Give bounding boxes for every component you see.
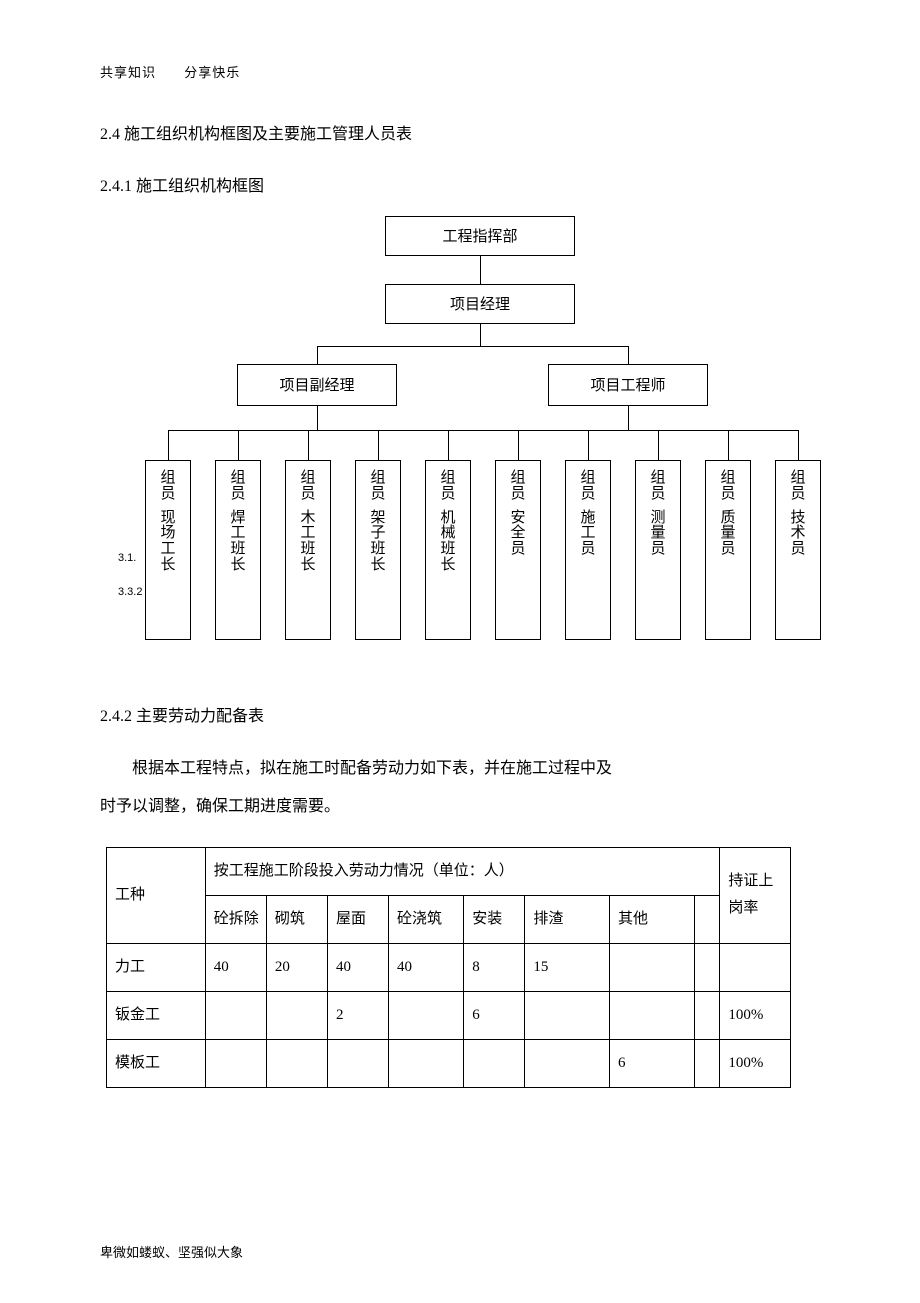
header-left: 共享知识 xyxy=(100,65,156,80)
td-cell: 15 xyxy=(525,943,610,991)
td-rate xyxy=(720,943,791,991)
paragraph-line1: 根据本工程特点，拟在施工时配备劳动力如下表，并在施工过程中及 xyxy=(100,750,820,788)
td-cell xyxy=(609,943,694,991)
org-leaf: 组员机械班长 xyxy=(425,460,471,640)
td-name: 钣金工 xyxy=(107,991,206,1039)
th-col: 砼拆除 xyxy=(205,895,266,943)
org-leaf: 组员木工班长 xyxy=(285,460,331,640)
org-line xyxy=(588,430,589,460)
org-line xyxy=(317,346,628,347)
td-cell xyxy=(694,943,720,991)
table-body: 力工40204040815钣金工26100%模板工6100% xyxy=(107,943,791,1087)
td-cell: 8 xyxy=(464,943,525,991)
org-leaf: 组员焊工班长 xyxy=(215,460,261,640)
org-line xyxy=(628,346,629,364)
table-header-row-2: 砼拆除砌筑屋面砼浇筑安装排渣其他 xyxy=(107,895,791,943)
page-header: 共享知识 分享快乐 xyxy=(100,62,240,81)
td-cell xyxy=(609,991,694,1039)
labor-table: 工种 按工程施工阶段投入劳动力情况（单位：人） 持证上岗率 砼拆除砌筑屋面砼浇筑… xyxy=(106,847,791,1088)
td-rate: 100% xyxy=(720,1039,791,1087)
org-leaf: 组员施工员 xyxy=(565,460,611,640)
side-number: 3.3.2 xyxy=(118,586,142,598)
td-cell xyxy=(525,1039,610,1087)
td-cell: 40 xyxy=(389,943,464,991)
td-cell xyxy=(266,991,327,1039)
td-rate: 100% xyxy=(720,991,791,1039)
org-line xyxy=(317,406,318,430)
header-right: 分享快乐 xyxy=(184,65,240,80)
th-rate: 持证上岗率 xyxy=(720,847,791,943)
th-col xyxy=(694,895,720,943)
org-line xyxy=(658,430,659,460)
td-cell xyxy=(464,1039,525,1087)
heading-2-4: 2.4 施工组织机构框图及主要施工管理人员表 xyxy=(100,120,820,144)
th-col: 屋面 xyxy=(327,895,388,943)
org-line xyxy=(728,430,729,460)
org-line xyxy=(480,324,481,346)
org-line xyxy=(628,406,629,430)
org-deputy: 项目副经理 xyxy=(237,364,397,406)
td-cell xyxy=(205,1039,266,1087)
org-line xyxy=(308,430,309,460)
org-line xyxy=(238,430,239,460)
td-cell xyxy=(205,991,266,1039)
td-cell xyxy=(694,991,720,1039)
th-job: 工种 xyxy=(107,847,206,943)
org-leaf: 组员架子班长 xyxy=(355,460,401,640)
td-name: 力工 xyxy=(107,943,206,991)
td-cell xyxy=(389,991,464,1039)
table-row: 模板工 6 100% xyxy=(107,1039,791,1087)
td-cell: 40 xyxy=(327,943,388,991)
th-col: 其他 xyxy=(609,895,694,943)
side-number: 3.1. xyxy=(118,552,136,564)
org-engineer: 项目工程师 xyxy=(548,364,708,406)
th-col: 排渣 xyxy=(525,895,610,943)
paragraph-line2: 时予以调整，确保工期进度需要。 xyxy=(100,788,820,826)
org-line xyxy=(378,430,379,460)
org-line xyxy=(480,256,481,284)
th-col: 砼浇筑 xyxy=(389,895,464,943)
td-cell xyxy=(694,1039,720,1087)
org-line xyxy=(168,430,798,431)
td-cell xyxy=(266,1039,327,1087)
org-leaf: 组员现场工长 xyxy=(145,460,191,640)
th-span: 按工程施工阶段投入劳动力情况（单位：人） xyxy=(205,847,720,895)
page: 共享知识 分享快乐 2.4 施工组织机构框图及主要施工管理人员表 2.4.1 施… xyxy=(0,0,920,1303)
th-col: 安装 xyxy=(464,895,525,943)
td-name: 模板工 xyxy=(107,1039,206,1087)
td-cell: 40 xyxy=(205,943,266,991)
heading-2-4-2: 2.4.2 主要劳动力配备表 xyxy=(100,702,820,726)
org-top: 工程指挥部 xyxy=(385,216,575,256)
org-leaf: 组员安全员 xyxy=(495,460,541,640)
page-footer: 卑微如蝼蚁、坚强似大象 xyxy=(100,1242,243,1261)
org-leaf: 组员质量员 xyxy=(705,460,751,640)
td-cell xyxy=(389,1039,464,1087)
td-cell: 6 xyxy=(464,991,525,1039)
org-leaf: 组员测量员 xyxy=(635,460,681,640)
th-col: 砌筑 xyxy=(266,895,327,943)
table-row: 力工40204040815 xyxy=(107,943,791,991)
org-line xyxy=(317,346,318,364)
td-cell xyxy=(525,991,610,1039)
org-pm: 项目经理 xyxy=(385,284,575,324)
org-line xyxy=(798,430,799,460)
org-leaf: 组员技术员 xyxy=(775,460,821,640)
org-line xyxy=(168,430,169,460)
table-row: 钣金工 2 6 100% xyxy=(107,991,791,1039)
table-header-row-1: 工种 按工程施工阶段投入劳动力情况（单位：人） 持证上岗率 xyxy=(107,847,791,895)
td-cell: 6 xyxy=(609,1039,694,1087)
org-chart: 工程指挥部 项目经理 项目副经理 项目工程师 组员现场工长组员焊工班长组员木工班… xyxy=(110,216,820,666)
heading-2-4-1: 2.4.1 施工组织机构框图 xyxy=(100,172,820,196)
td-cell: 20 xyxy=(266,943,327,991)
org-line xyxy=(448,430,449,460)
td-cell: 2 xyxy=(327,991,388,1039)
org-line xyxy=(518,430,519,460)
td-cell xyxy=(327,1039,388,1087)
